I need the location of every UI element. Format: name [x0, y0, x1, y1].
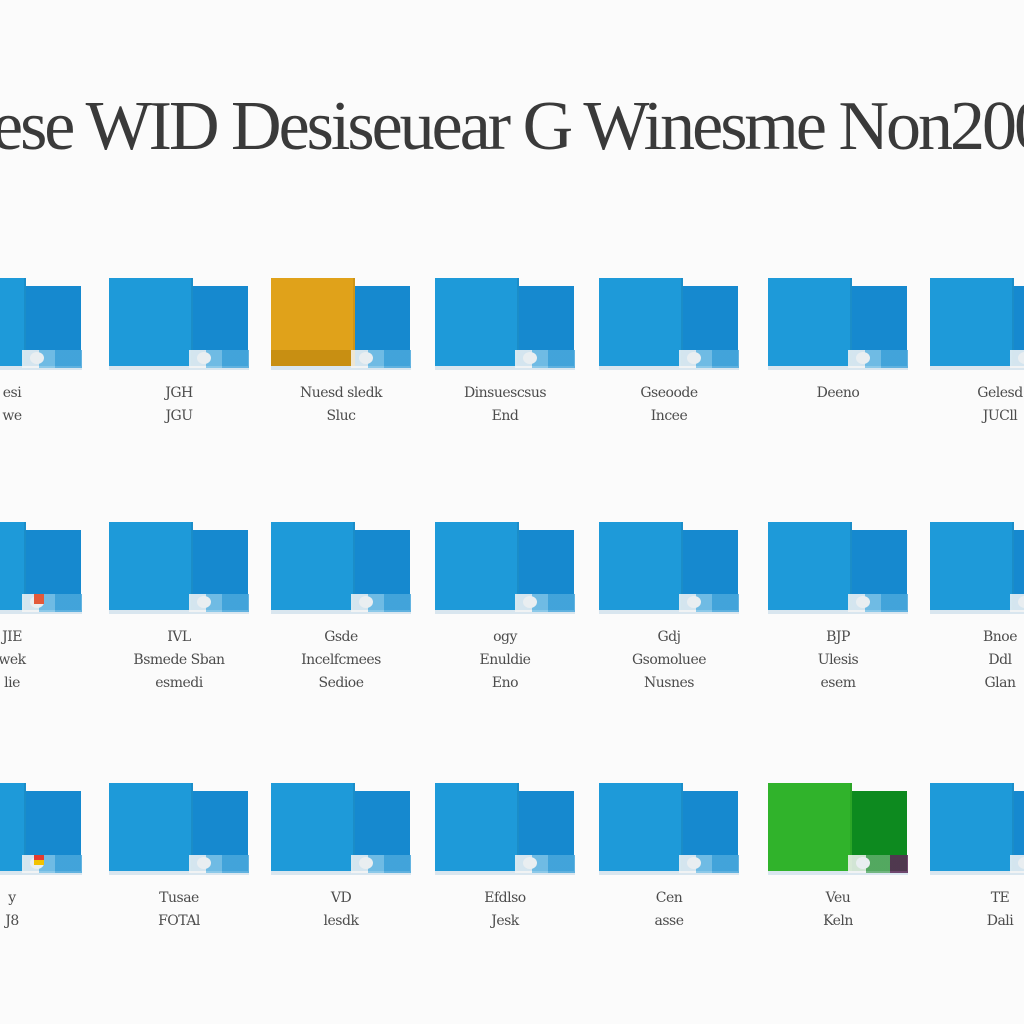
- folder-tile[interactable]: Gdj Gsomoluee Nusnes: [599, 522, 741, 702]
- folder-icon: [435, 783, 575, 877]
- folder-icon: [109, 522, 249, 616]
- folder-label: Efdlso Jesk: [484, 890, 526, 929]
- folder-icon: [271, 522, 411, 616]
- folder-icon: [109, 278, 249, 372]
- folder-label: TE Dali: [986, 890, 1014, 929]
- folder-label: Deeno: [816, 385, 860, 401]
- folder-tile[interactable]: Tusae FOTAl: [109, 783, 251, 963]
- folder-icon: [768, 278, 908, 372]
- folder-icon: [930, 522, 1024, 616]
- folder-label: Gdj Gsomoluee Nusnes: [631, 629, 707, 691]
- folder-tile[interactable]: Veu Keln: [768, 783, 910, 963]
- folder-label: JGH JGU: [165, 385, 193, 424]
- folder-tile[interactable]: BJP Ulesis esem: [768, 522, 910, 702]
- folder-label: Cen asse: [654, 890, 684, 929]
- folder-icon: [930, 783, 1024, 877]
- folder-tile[interactable]: JIE wek lie: [0, 522, 84, 702]
- folder-tile[interactable]: Deeno: [768, 278, 910, 458]
- folder-tile[interactable]: Efdlso Jesk: [435, 783, 577, 963]
- folder-icon: [271, 783, 411, 877]
- folder-label: Tusae FOTAl: [158, 890, 200, 929]
- folder-tile[interactable]: Nuesd sledk Sluc: [271, 278, 413, 458]
- folder-label: Gsde Incelfcmees Sedioe: [301, 629, 381, 691]
- folder-icon: [599, 783, 739, 877]
- folder-tile[interactable]: VD lesdk: [271, 783, 413, 963]
- folder-tile[interactable]: Cen asse: [599, 783, 741, 963]
- folder-icon: [768, 783, 908, 877]
- page-title: ese WID Desiseuear G Winesme Non200: [0, 88, 1024, 165]
- folder-tile[interactable]: Bnoe Ddl Glan: [930, 522, 1024, 702]
- folder-tile[interactable]: esi we: [0, 278, 84, 458]
- folder-icon: [271, 278, 411, 372]
- folder-icon: [599, 522, 739, 616]
- folder-tile[interactable]: Gseoode Incee: [599, 278, 741, 458]
- folder-label: VD lesdk: [323, 890, 359, 929]
- folder-tile[interactable]: Dinsuescsus End: [435, 278, 577, 458]
- folder-tile[interactable]: JGH JGU: [109, 278, 251, 458]
- folder-label: esi we: [2, 385, 22, 424]
- folder-icon: [768, 522, 908, 616]
- folder-tile[interactable]: Gelesd JUCll: [930, 278, 1024, 458]
- folder-tile[interactable]: TE Dali: [930, 783, 1024, 963]
- badge-icon: [34, 594, 44, 604]
- folder-label: Gseoode Incee: [640, 385, 698, 424]
- folder-tile[interactable]: y J8: [0, 783, 84, 963]
- folder-icon: [109, 783, 249, 877]
- folder-icon: [435, 522, 575, 616]
- folder-tile[interactable]: Gsde Incelfcmees Sedioe: [271, 522, 413, 702]
- folder-icon: [435, 278, 575, 372]
- folder-label: Veu Keln: [823, 890, 853, 929]
- folder-icon: [930, 278, 1024, 372]
- folder-label: ogy Enuldie Eno: [479, 629, 531, 691]
- folder-label: y J8: [5, 890, 19, 929]
- folder-label: JIE wek lie: [0, 629, 26, 691]
- folder-label: Gelesd JUCll: [977, 385, 1023, 424]
- folder-tile[interactable]: ogy Enuldie Eno: [435, 522, 577, 702]
- folder-label: BJP Ulesis esem: [817, 629, 859, 691]
- folder-label: Bnoe Ddl Glan: [982, 629, 1018, 691]
- folder-label: IVL Bsmede Sban esmedi: [133, 629, 225, 691]
- folder-icon: [599, 278, 739, 372]
- folder-icon: [0, 278, 82, 372]
- folder-label: Dinsuescsus End: [463, 385, 547, 424]
- folder-tile[interactable]: IVL Bsmede Sban esmedi: [109, 522, 251, 702]
- badge-icon: [34, 855, 44, 865]
- folder-label: Nuesd sledk Sluc: [299, 385, 383, 424]
